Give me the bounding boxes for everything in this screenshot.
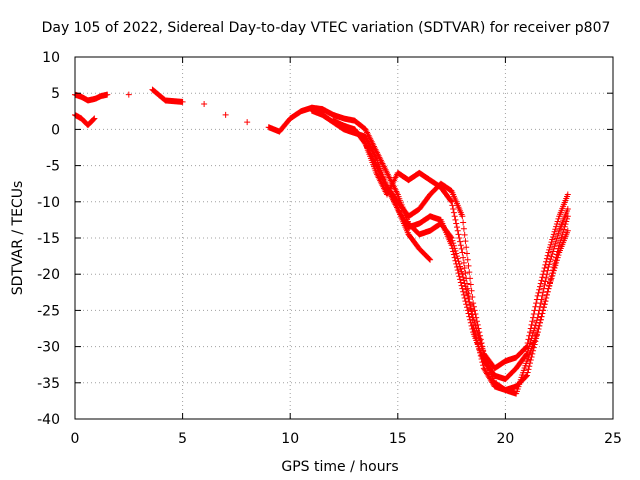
y-tick-label: -30 — [37, 340, 60, 356]
x-tick-label: 0 — [71, 431, 80, 447]
series-track-c — [330, 117, 571, 394]
y-tick-labels: 10 5 0 -5 -10 -15 -20 -25 -30 -35 -40 — [37, 50, 60, 428]
grid-lines — [75, 57, 613, 419]
x-tick-label: 15 — [389, 431, 407, 447]
series-track-b — [72, 107, 571, 383]
point-markers — [72, 107, 571, 383]
y-tick-label: -20 — [37, 267, 60, 283]
x-tick-label: 25 — [604, 431, 622, 447]
y-tick-label: 0 — [51, 122, 60, 138]
y-axis-title: SDTVAR / TECUs — [10, 181, 26, 296]
x-tick-label: 5 — [178, 431, 187, 447]
y-tick-label: 5 — [51, 86, 60, 102]
chart-title: Day 105 of 2022, Sidereal Day-to-day VTE… — [42, 20, 611, 36]
y-tick-label: -40 — [37, 412, 60, 428]
series-track-e — [384, 184, 434, 263]
x-tick-label: 10 — [281, 431, 299, 447]
point-markers — [384, 184, 434, 263]
y-tick-label: -35 — [37, 376, 60, 392]
y-tick-label: -5 — [46, 159, 60, 175]
point-markers — [330, 117, 571, 394]
y-tick-label: -10 — [37, 195, 60, 211]
x-tick-label: 20 — [496, 431, 514, 447]
x-tick-labels: 0 5 10 15 20 25 — [71, 431, 622, 447]
y-tick-label: -15 — [37, 231, 60, 247]
x-axis-title: GPS time / hours — [281, 459, 398, 475]
data-points — [72, 86, 571, 397]
y-tick-label: -25 — [37, 303, 60, 319]
y-tick-label: 10 — [42, 50, 60, 66]
tick-marks — [74, 56, 614, 420]
